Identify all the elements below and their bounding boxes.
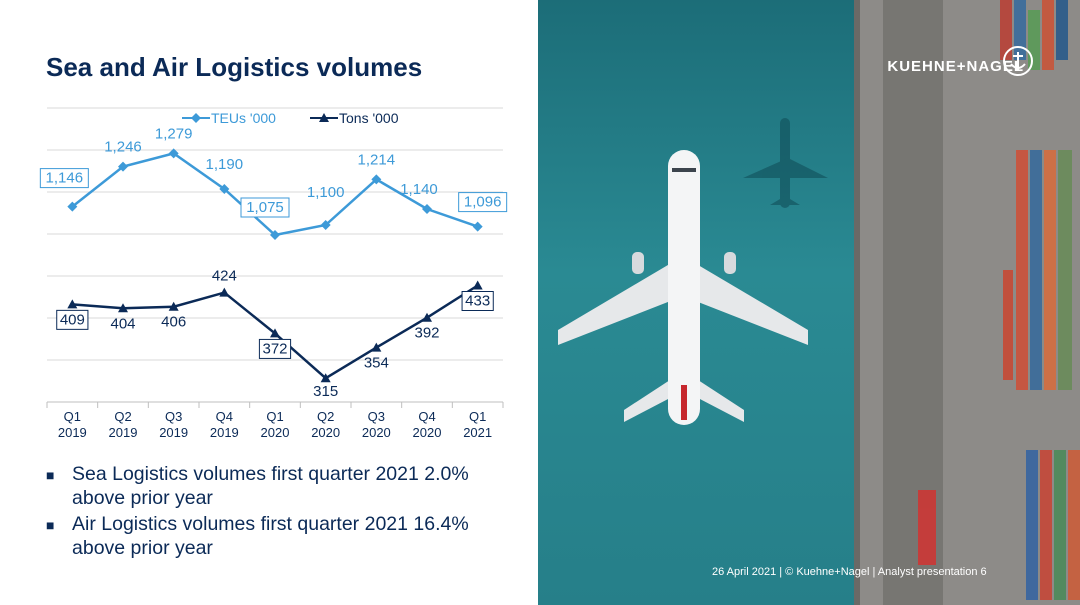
data-label-box <box>240 197 290 218</box>
legend-label: TEUs '000 <box>211 110 276 126</box>
volumes-chart: Q12019Q22019Q32019Q42019Q12020Q22020Q320… <box>39 107 508 440</box>
data-point <box>472 280 483 290</box>
airplane-shadow <box>743 118 828 208</box>
containers <box>918 0 1080 600</box>
data-label-box <box>458 192 508 213</box>
data-point <box>270 230 280 240</box>
x-tick-label: 2019 <box>109 425 138 440</box>
legend-label: Tons '000 <box>339 110 399 126</box>
airplane-icon <box>558 150 808 425</box>
data-label: 392 <box>414 325 439 342</box>
data-label: 1,246 <box>104 139 142 156</box>
footer-text: 26 April 2021 | © Kuehne+Nagel | Analyst… <box>712 566 987 578</box>
page-title: Sea and Air Logistics volumes <box>46 52 423 82</box>
data-point <box>371 174 382 185</box>
bullet-list: ■ Sea Logistics volumes first quarter 20… <box>46 462 516 562</box>
data-label: 1,279 <box>155 125 193 142</box>
x-tick-label: 2020 <box>311 425 340 440</box>
data-label: 404 <box>110 315 135 332</box>
x-tick-label: Q3 <box>165 409 182 424</box>
data-label-box <box>258 338 292 359</box>
data-point <box>67 201 78 212</box>
data-point <box>371 342 382 352</box>
data-point <box>320 220 331 230</box>
bullet-item: ■ Sea Logistics volumes first quarter 20… <box>46 462 516 510</box>
data-label: 372 <box>262 340 287 357</box>
data-label: 1,100 <box>307 184 345 201</box>
data-label: 1,075 <box>246 199 284 216</box>
bullet-text: Sea Logistics volumes first quarter 2021… <box>72 463 469 509</box>
airplane-over-port-illustration <box>558 0 1080 605</box>
data-label: 406 <box>161 314 186 331</box>
x-tick-label: 2020 <box>362 425 391 440</box>
bullet-icon: ■ <box>46 467 55 483</box>
data-point <box>118 161 128 172</box>
data-label: 409 <box>60 311 85 328</box>
data-label: 1,190 <box>206 156 244 173</box>
data-point <box>67 299 78 309</box>
data-label: 433 <box>465 293 490 310</box>
legend-marker <box>191 113 201 123</box>
data-label: 1,096 <box>464 194 502 211</box>
data-label: 1,140 <box>400 181 438 198</box>
x-tick-label: Q1 <box>64 409 81 424</box>
quay-edge <box>854 0 860 605</box>
x-tick-label: 2019 <box>159 425 188 440</box>
data-label-box <box>461 291 494 311</box>
x-tick-label: 2020 <box>413 425 442 440</box>
data-label: 1,146 <box>46 170 84 187</box>
aerial-photo <box>538 0 1080 605</box>
x-tick-label: Q4 <box>418 409 435 424</box>
x-tick-label: 2021 <box>463 425 492 440</box>
x-tick-label: 2019 <box>58 425 87 440</box>
x-tick-label: 2020 <box>261 425 290 440</box>
data-point <box>168 148 179 159</box>
company-logo: KUEHNE+NAGEL <box>887 58 1024 75</box>
legend-marker <box>319 113 329 122</box>
data-label-box <box>56 309 89 330</box>
data-point <box>320 373 331 383</box>
content-panel: Sea and Air Logistics volumes Q1 2019 Q2 20… <box>0 0 538 605</box>
x-tick-label: Q3 <box>368 409 385 424</box>
x-tick-label: Q2 <box>317 409 334 424</box>
data-label: 1,214 <box>358 151 396 168</box>
x-tick-label: Q4 <box>216 409 233 424</box>
bullet-icon: ■ <box>46 517 55 533</box>
data-point <box>270 328 280 338</box>
bullet-item: ■ Air Logistics volumes first quarter 20… <box>46 512 516 560</box>
data-point <box>219 287 230 297</box>
data-point <box>168 301 179 311</box>
data-point <box>118 303 128 313</box>
data-point <box>422 312 432 322</box>
x-tick-label: Q1 <box>469 409 486 424</box>
data-point <box>219 184 230 194</box>
data-point <box>422 204 432 214</box>
data-label: 315 <box>313 383 338 400</box>
bullet-text: Air Logistics volumes first quarter 2021… <box>72 513 469 559</box>
data-point <box>472 221 483 232</box>
data-label-box <box>39 168 89 189</box>
data-label: 354 <box>364 355 389 372</box>
x-tick-label: 2019 <box>210 425 239 440</box>
data-label: 424 <box>212 268 237 285</box>
x-tick-label: Q2 <box>114 409 131 424</box>
anchor-icon <box>1002 45 1034 82</box>
x-tick-label: Q1 <box>266 409 283 424</box>
